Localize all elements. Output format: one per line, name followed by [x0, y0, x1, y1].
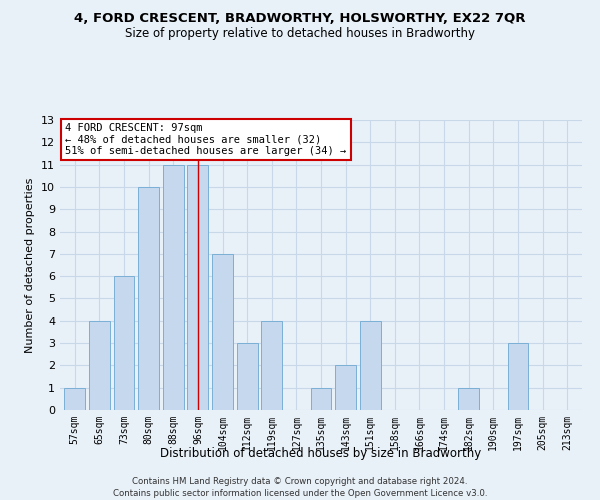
- Bar: [360, 321, 381, 410]
- Text: Distribution of detached houses by size in Bradworthy: Distribution of detached houses by size …: [160, 448, 482, 460]
- Y-axis label: Number of detached properties: Number of detached properties: [25, 178, 35, 352]
- Text: Contains HM Land Registry data © Crown copyright and database right 2024.: Contains HM Land Registry data © Crown c…: [132, 478, 468, 486]
- Text: 4, FORD CRESCENT, BRADWORTHY, HOLSWORTHY, EX22 7QR: 4, FORD CRESCENT, BRADWORTHY, HOLSWORTHY…: [74, 12, 526, 26]
- Bar: [236, 343, 257, 410]
- Bar: [64, 388, 85, 410]
- Bar: [89, 321, 110, 410]
- Bar: [335, 366, 356, 410]
- Bar: [261, 321, 282, 410]
- Bar: [163, 164, 184, 410]
- Bar: [138, 187, 159, 410]
- Bar: [113, 276, 134, 410]
- Text: Contains public sector information licensed under the Open Government Licence v3: Contains public sector information licen…: [113, 489, 487, 498]
- Bar: [508, 343, 529, 410]
- Bar: [212, 254, 233, 410]
- Text: 4 FORD CRESCENT: 97sqm
← 48% of detached houses are smaller (32)
51% of semi-det: 4 FORD CRESCENT: 97sqm ← 48% of detached…: [65, 123, 346, 156]
- Bar: [187, 164, 208, 410]
- Bar: [311, 388, 331, 410]
- Bar: [458, 388, 479, 410]
- Text: Size of property relative to detached houses in Bradworthy: Size of property relative to detached ho…: [125, 28, 475, 40]
